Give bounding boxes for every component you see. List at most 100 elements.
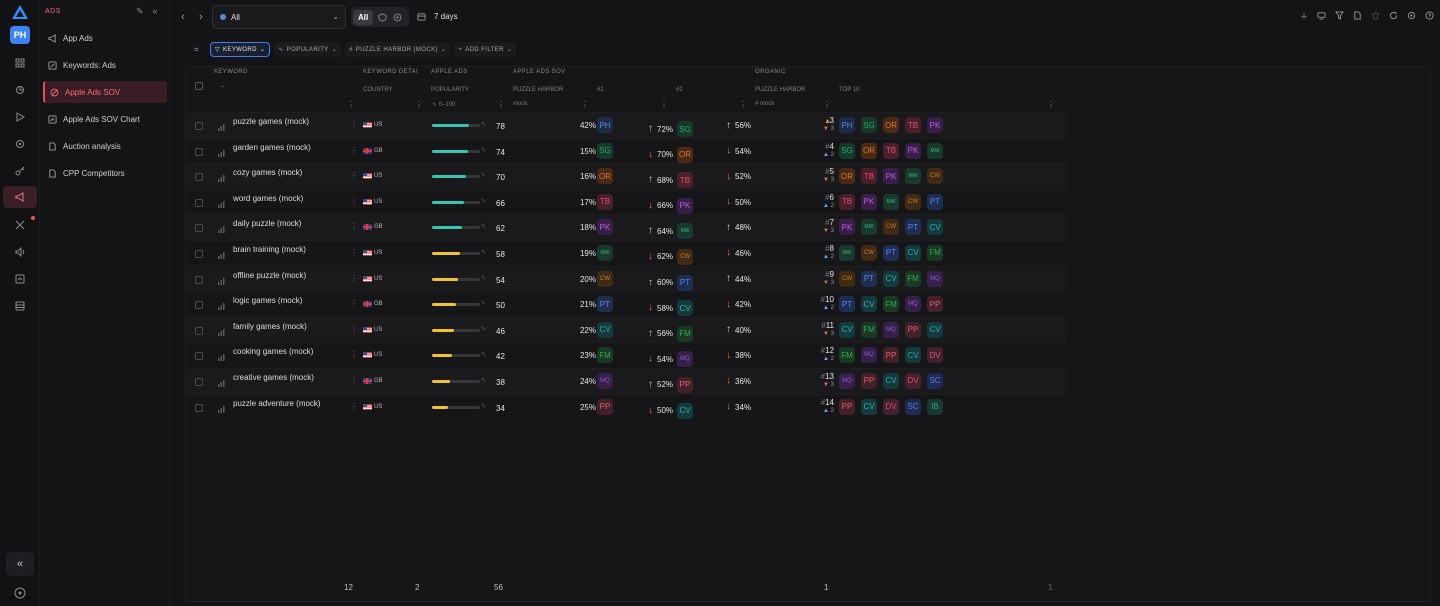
top10-app-badge[interactable]: SG xyxy=(839,142,855,159)
row-menu-icon[interactable]: ⋮ xyxy=(350,273,358,283)
table-row[interactable]: logic games (mock) ⋮ GB ✎ 50 21% PT ↓ 58% CV ↓ 42% #… xyxy=(186,291,1066,317)
top10-app-badge[interactable]: MQ xyxy=(883,321,899,338)
top10-app-badge[interactable]: DV xyxy=(905,372,921,389)
forward-arrow-icon[interactable]: › xyxy=(199,11,203,23)
top10-app-badge[interactable]: PP xyxy=(839,398,855,415)
keyword-cell[interactable]: family games (mock) xyxy=(233,321,307,331)
row-checkbox[interactable] xyxy=(195,352,203,361)
top10-app-badge[interactable]: SG xyxy=(861,117,877,133)
row-checkbox[interactable] xyxy=(195,301,203,310)
header-top-10[interactable]: TOP 10 xyxy=(839,87,860,93)
sidebar-item-apple-ads-sov-chart[interactable]: Apple Ads SOV Chart xyxy=(43,108,167,130)
collapse-sidebar-icon[interactable]: « xyxy=(152,6,158,16)
rank1-app-badge[interactable]: CV xyxy=(677,300,694,317)
row-menu-icon[interactable]: ⋮ xyxy=(350,222,358,232)
keyword-cell[interactable]: creative games (mock) xyxy=(233,372,314,382)
top10-app-badge[interactable]: MW xyxy=(883,193,899,210)
keyword-cell[interactable]: brain training (mock) xyxy=(233,244,306,254)
sidebar-item-apple-ads-sov[interactable]: Apple Ads SOV xyxy=(43,81,167,103)
settings-gear-icon[interactable] xyxy=(1407,11,1416,20)
row-checkbox[interactable] xyxy=(195,147,203,156)
row-menu-icon[interactable]: ⋮ xyxy=(350,196,358,206)
top10-app-badge[interactable]: CV xyxy=(927,219,943,236)
key-icon[interactable] xyxy=(12,164,28,178)
header-organic[interactable]: ORGANIC xyxy=(755,69,786,75)
top10-app-badge[interactable]: MW xyxy=(861,219,877,236)
app-select[interactable]: All ⌄ xyxy=(212,5,346,29)
top10-app-badge[interactable]: PK xyxy=(861,193,877,210)
top10-app-badge[interactable]: FM xyxy=(883,296,899,313)
column-menu-icon[interactable]: ⋮ xyxy=(660,100,668,109)
column-menu-icon[interactable]: ⋮ xyxy=(347,100,355,109)
apple-shield-icon[interactable] xyxy=(376,11,388,23)
edit-icon[interactable]: ✎ xyxy=(481,403,487,410)
row-menu-icon[interactable]: ⋮ xyxy=(350,247,358,257)
top10-app-badge[interactable]: PP xyxy=(927,296,943,313)
edit-icon[interactable]: ✎ xyxy=(481,352,487,359)
top10-app-badge[interactable]: FM xyxy=(905,270,921,287)
edit-icon[interactable]: ✎ xyxy=(481,326,487,333)
help-icon[interactable] xyxy=(13,586,27,600)
top10-app-badge[interactable]: TB xyxy=(905,117,921,133)
top10-app-badge[interactable]: PK xyxy=(839,219,855,236)
filter-puzzle-harbor[interactable]: # PUZZLE HARBOR (MOCK) ⌄ xyxy=(345,42,451,57)
edit-icon[interactable]: ✎ xyxy=(481,275,487,282)
row-menu-icon[interactable]: ⋮ xyxy=(350,350,358,360)
rank1-app-badge[interactable]: FM xyxy=(677,325,694,342)
top10-app-badge[interactable]: CW xyxy=(861,244,877,261)
table-row[interactable]: family games (mock) ⋮ US ✎ 46 22% CV ↑ 56% FM ↑ 40%… xyxy=(186,316,1066,343)
keyword-cell[interactable]: daily puzzle (mock) xyxy=(233,219,302,229)
sidebar-item-cpp-competitors[interactable]: CPP Competitors xyxy=(43,162,167,184)
sov-app-badge[interactable]: PP xyxy=(597,398,613,415)
header-rank-2[interactable]: #2 xyxy=(676,87,683,93)
table-row[interactable]: daily puzzle (mock) ⋮ GB ✎ 62 18% PK ↑ 64% MW ↑ 48%… xyxy=(186,214,1066,240)
export-file-icon[interactable] xyxy=(1353,11,1362,20)
top10-app-badge[interactable]: CV xyxy=(839,321,855,338)
top10-app-badge[interactable]: FM xyxy=(839,347,855,364)
header-rank-1[interactable]: #1 xyxy=(597,87,604,93)
rank1-app-badge[interactable]: PK xyxy=(677,197,694,214)
header-keyword-details[interactable]: KEYWORD DETAI xyxy=(363,69,419,75)
keyword-cell[interactable]: word games (mock) xyxy=(233,193,304,203)
sidebar-item-keywords-ads[interactable]: Keywords: Ads xyxy=(43,54,167,76)
table-row[interactable]: cozy games (mock) ⋮ US ✎ 70 16% OR ↑ 68% TB ↓ 52% #5… xyxy=(186,163,1066,189)
row-menu-icon[interactable]: ⋮ xyxy=(350,299,358,309)
header-apple-ads-sov[interactable]: APPLE ADS SOV xyxy=(513,69,566,75)
rank1-app-badge[interactable]: PP xyxy=(677,376,694,393)
keyword-cell[interactable]: offline puzzle (mock) xyxy=(233,270,307,280)
top10-app-badge[interactable]: MW xyxy=(927,142,943,159)
top10-app-badge[interactable]: DV xyxy=(883,398,899,415)
sov-app-badge[interactable]: FM xyxy=(597,347,613,364)
header-apple-ads[interactable]: APPLE ADS xyxy=(431,69,468,75)
edit-icon[interactable]: ✎ xyxy=(481,198,487,205)
sidebar-item-app-ads[interactable]: App Ads xyxy=(43,27,167,49)
view-toggle-icon[interactable]: ⌗ xyxy=(194,45,199,54)
top10-app-badge[interactable]: PK xyxy=(883,168,899,185)
keyword-cell[interactable]: cooking games (mock) xyxy=(233,347,314,357)
top10-app-badge[interactable]: MQ xyxy=(861,347,877,364)
top10-app-badge[interactable]: PT xyxy=(927,193,943,210)
sov-app-badge[interactable]: CW xyxy=(597,270,613,287)
sov-app-badge[interactable]: PH xyxy=(597,117,613,133)
android-icon[interactable] xyxy=(391,11,403,23)
top10-app-badge[interactable]: CV xyxy=(927,321,943,338)
top10-app-badge[interactable]: OR xyxy=(883,117,899,133)
edit-icon[interactable]: ✎ xyxy=(481,147,487,154)
top10-app-badge[interactable]: CW xyxy=(905,193,921,210)
table-row[interactable]: cooking games (mock) ⋮ US ✎ 42 23% FM ↓ 54% MQ ↓ 38… xyxy=(186,342,1066,368)
header-puzzle-harbor[interactable]: PUZZLE HARBOR xyxy=(513,87,564,93)
keyword-cell[interactable]: garden games (mock) xyxy=(233,142,311,152)
top10-app-badge[interactable]: FM xyxy=(927,244,943,261)
collapse-rail-button[interactable]: « xyxy=(6,552,34,576)
rank1-app-badge[interactable]: CV xyxy=(677,402,694,419)
edit-icon[interactable]: ✎ xyxy=(481,122,487,128)
database-icon[interactable] xyxy=(12,299,28,313)
top10-app-badge[interactable]: PT xyxy=(861,270,877,287)
filter-icon[interactable] xyxy=(1335,11,1344,20)
row-menu-icon[interactable]: ⋮ xyxy=(350,120,358,129)
row-checkbox[interactable] xyxy=(195,377,203,386)
top10-app-badge[interactable]: PT xyxy=(839,296,855,313)
rank1-app-badge[interactable]: SG xyxy=(677,121,694,137)
top10-app-badge[interactable]: PK xyxy=(905,142,921,159)
reports-icon[interactable] xyxy=(12,272,28,286)
